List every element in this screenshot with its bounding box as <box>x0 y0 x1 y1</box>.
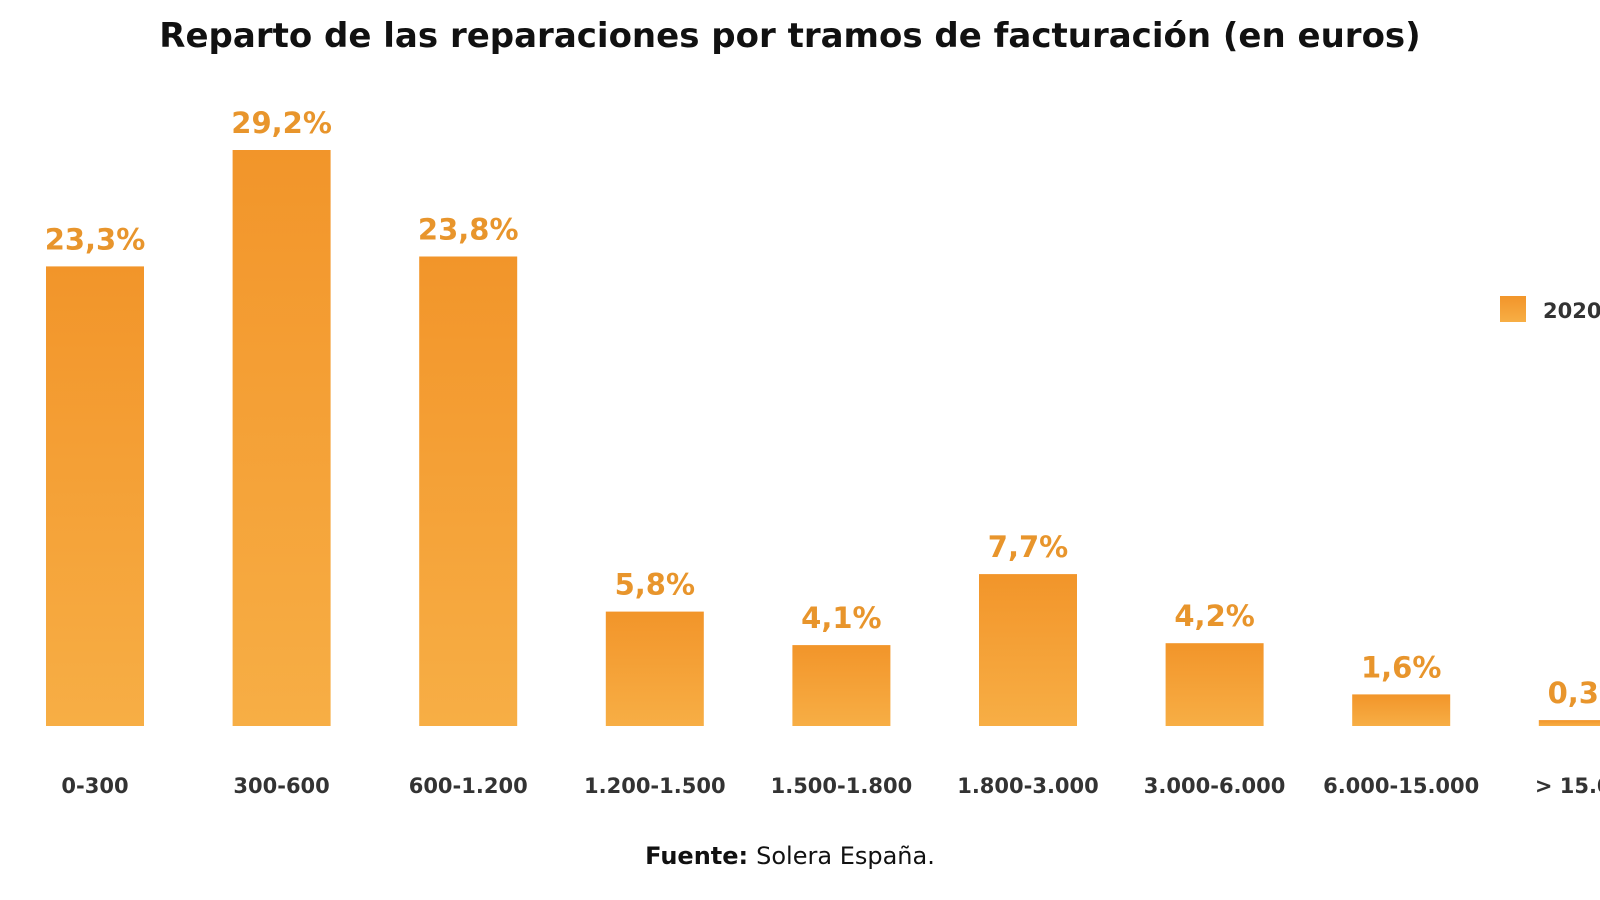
bar-1.800-3.000 <box>979 574 1077 726</box>
x-axis-tick-labels: 0-300 300-600 600-1.200 1.200-1.500 1.500-1.… <box>61 774 1600 798</box>
tick-label-1.200-1.500: 1.200-1.500 <box>584 774 726 798</box>
source-label: Fuente: <box>645 842 748 870</box>
data-label-3.000-6.000: 4,2% <box>1174 599 1254 633</box>
bar-300-600 <box>232 150 331 726</box>
data-labels-layer: 23,3% 29,2% 23,8% 5,8% 4,1% 7,7% 4,2% 1,6% 0,3% <box>45 106 1600 710</box>
tick-label-1.500-1.800: 1.500-1.800 <box>771 774 913 798</box>
legend: 2020 <box>1500 296 1600 323</box>
chart-title: Reparto de las reparaciones por tramos d… <box>159 16 1420 56</box>
data-label-300-600: 29,2% <box>231 106 332 140</box>
legend-label-2020: 2020 <box>1543 299 1600 323</box>
data-label-0-300: 23,3% <box>45 222 146 256</box>
bar-600-1.200 <box>419 256 518 726</box>
bar-3.000-6.000 <box>1165 643 1264 726</box>
data-label-6.000-15.000: 1,6% <box>1361 650 1441 684</box>
source-note: Fuente: Solera España. <box>645 842 935 870</box>
bar-1.200-1.500 <box>605 611 704 726</box>
tick-label-3.000-6.000: 3.000-6.000 <box>1144 774 1286 798</box>
tick-label-> 15.000: > 15.000 <box>1535 774 1600 798</box>
tick-label-0-300: 0-300 <box>61 774 128 798</box>
data-label-> 15.000: 0,3% <box>1548 676 1600 710</box>
data-label-1.500-1.800: 4,1% <box>801 601 881 635</box>
data-label-600-1.200: 23,8% <box>418 213 519 247</box>
bars-layer <box>46 150 1600 726</box>
data-label-1.800-3.000: 7,7% <box>988 530 1068 564</box>
bar-> 15.000 <box>1538 720 1600 726</box>
tick-label-300-600: 300-600 <box>233 774 329 798</box>
bar-0-300 <box>46 266 144 726</box>
bar-1.500-1.800 <box>792 645 891 726</box>
bar-6.000-15.000 <box>1352 694 1451 726</box>
data-label-1.200-1.500: 5,8% <box>615 568 695 602</box>
tick-label-6.000-15.000: 6.000-15.000 <box>1323 774 1479 798</box>
tick-label-1.800-3.000: 1.800-3.000 <box>957 774 1099 798</box>
legend-swatch-2020 <box>1500 296 1526 322</box>
source-text: Solera España. <box>756 842 935 870</box>
tick-label-600-1.200: 600-1.200 <box>409 774 528 798</box>
